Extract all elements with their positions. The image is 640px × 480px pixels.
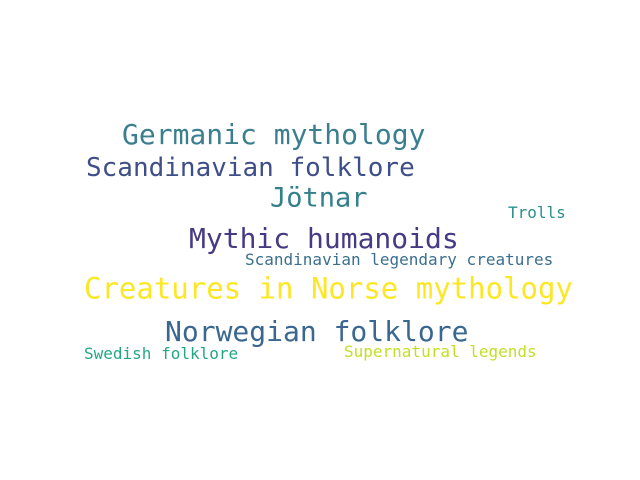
word-trolls: Trolls	[508, 203, 566, 222]
word-mythic-humanoids: Mythic humanoids	[189, 222, 459, 255]
word-creatures-in-norse-mythology: Creatures in Norse mythology	[84, 271, 573, 306]
word-germanic-mythology: Germanic mythology	[122, 118, 426, 151]
word-jotnar: Jötnar	[270, 182, 368, 214]
word-scandinavian-legendary-creatures: Scandinavian legendary creatures	[245, 250, 554, 269]
word-swedish-folklore: Swedish folklore	[84, 344, 239, 363]
word-supernatural-legends: Supernatural legends	[344, 342, 537, 361]
word-norwegian-folklore: Norwegian folklore	[165, 315, 469, 348]
word-scandinavian-folklore: Scandinavian folklore	[86, 153, 415, 183]
